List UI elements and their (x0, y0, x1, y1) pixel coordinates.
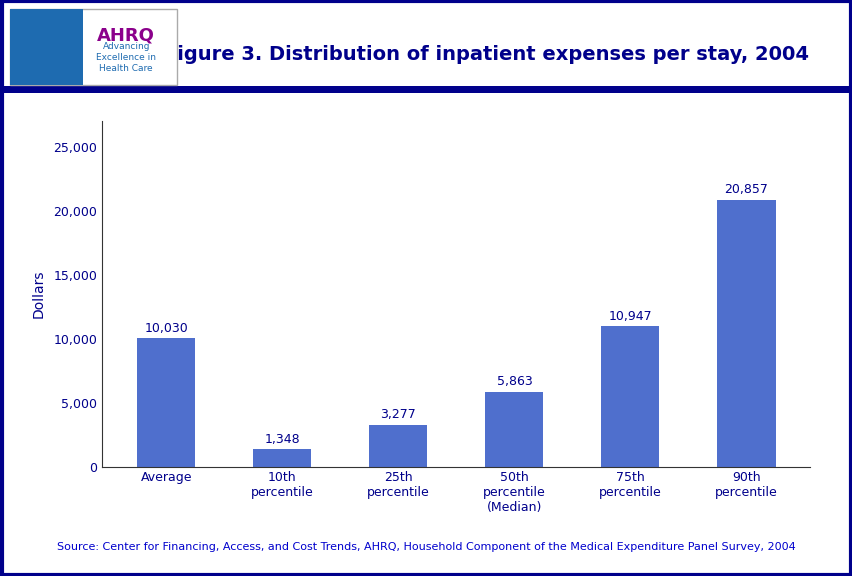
Bar (137, 338, 195, 467)
Text: Figure 3. Distribution of inpatient expenses per stay, 2004: Figure 3. Distribution of inpatient expe… (164, 46, 808, 64)
Text: 1,348: 1,348 (264, 433, 300, 446)
Text: Source: Center for Financing, Access, and Cost Trends, AHRQ, Household Component: Source: Center for Financing, Access, an… (57, 542, 795, 552)
Bar (369, 425, 427, 467)
Y-axis label: Dollars: Dollars (32, 270, 45, 318)
Bar (253, 449, 311, 467)
Text: 10,947: 10,947 (608, 310, 652, 323)
Text: AHRQ: AHRQ (97, 26, 155, 45)
Bar (485, 392, 543, 467)
Bar (601, 327, 659, 467)
Text: Advancing
Excellence in
Health Care: Advancing Excellence in Health Care (96, 42, 156, 73)
Text: 10,030: 10,030 (144, 322, 187, 335)
Text: 5,863: 5,863 (496, 376, 532, 388)
Text: 3,277: 3,277 (380, 408, 416, 422)
Bar (717, 200, 774, 467)
Text: 20,857: 20,857 (723, 183, 768, 196)
